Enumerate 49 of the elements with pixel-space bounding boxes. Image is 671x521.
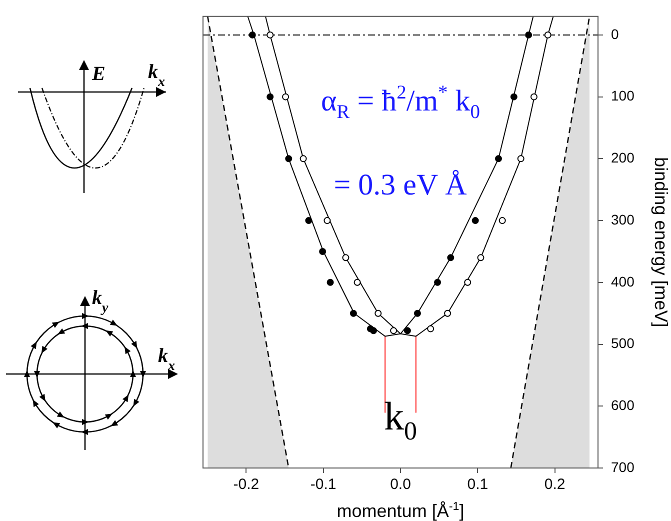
point: [370, 327, 377, 334]
point: [498, 217, 506, 224]
point: [326, 278, 334, 286]
point: [282, 93, 290, 100]
point: [464, 278, 472, 286]
x-tick-label: 0.0: [390, 476, 411, 494]
x-tick-label: -0.1: [310, 476, 336, 494]
point: [324, 217, 331, 224]
point: [404, 327, 411, 334]
point: [472, 217, 479, 224]
y-tick-label: 0: [611, 26, 619, 42]
point: [342, 254, 350, 262]
annotation: = 0.3 eV Å: [334, 168, 468, 202]
point: [319, 248, 326, 255]
y-tick-label: 300: [611, 211, 635, 228]
point: [390, 327, 398, 334]
point: [305, 217, 312, 224]
x-tick-label: 0.2: [544, 476, 566, 494]
y-tick-label: 600: [611, 396, 635, 413]
circles-sketch: k$_{y}$ k$_{x}$: [2, 286, 180, 450]
point: [300, 155, 307, 162]
point: [374, 310, 382, 317]
point: [434, 278, 442, 286]
y-tick-label: 400: [611, 273, 635, 290]
point: [266, 31, 274, 38]
y-tick-label: 700: [611, 458, 635, 475]
point: [444, 310, 452, 317]
y-tick-label: 500: [611, 335, 635, 352]
parabola-sketch: E k$_{x}$: [8, 58, 178, 198]
point: [350, 310, 357, 317]
y-tick-label: 100: [611, 88, 635, 104]
point: [517, 155, 524, 162]
y-tick-label: 200: [611, 150, 635, 166]
x-tick-label: -0.2: [233, 476, 260, 494]
x-tick-label: 0.1: [467, 476, 488, 494]
point: [477, 254, 484, 262]
point: [266, 93, 274, 100]
point: [510, 93, 518, 100]
point: [285, 155, 292, 162]
point: [525, 31, 532, 38]
y-axis-title: binding energy [meV]: [651, 157, 671, 328]
point: [530, 93, 538, 100]
point: [447, 254, 454, 262]
point: [414, 310, 421, 317]
point: [544, 31, 552, 38]
point: [248, 31, 256, 38]
point: [354, 278, 361, 286]
point: [427, 325, 434, 332]
point: [494, 155, 502, 162]
